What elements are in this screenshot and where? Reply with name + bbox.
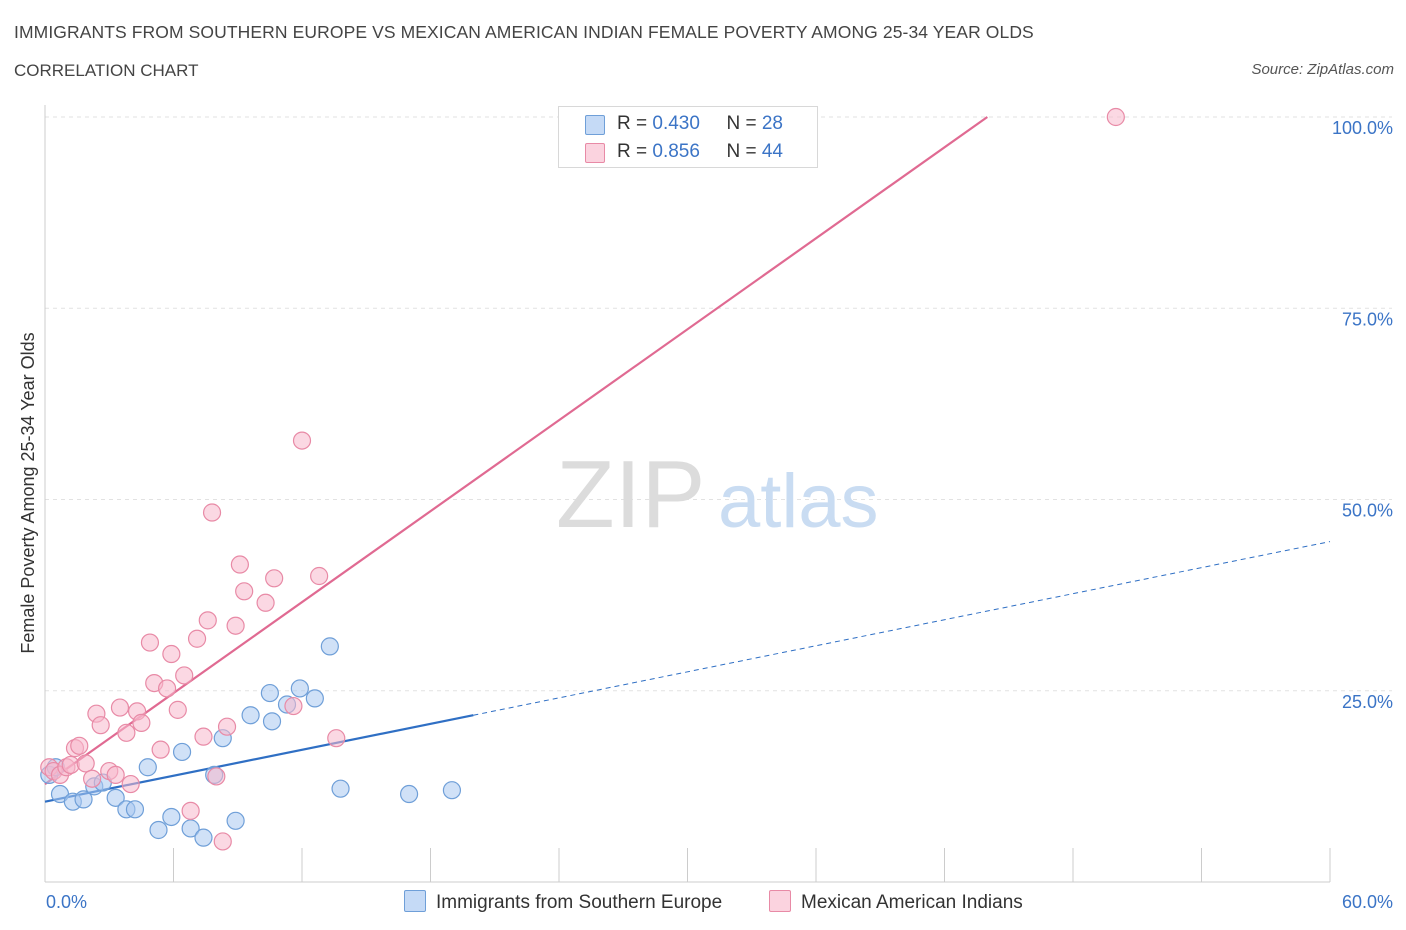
data-point-series-1 [1106,107,1125,127]
data-point-series-0 [320,637,339,656]
data-point-series-1 [235,582,254,601]
y-tick-label: 25.0% [1342,692,1393,712]
data-point-series-1 [226,616,245,635]
data-point-series-1 [140,633,160,652]
data-point-series-1 [91,716,110,735]
data-point-series-1 [175,666,194,685]
data-point-series-0 [442,781,462,800]
data-point-series-0 [241,706,260,725]
y-tick-label: 50.0% [1342,501,1393,521]
data-point-series-1 [76,754,95,773]
series-legend-mexican-american-indians: Mexican American Indians [769,890,1023,914]
legend-n-label: N = [726,141,762,162]
data-point-series-1 [256,593,275,612]
axes [44,105,1331,883]
series-swatch-pink [769,890,791,912]
series-legend-label: Mexican American Indians [801,892,1023,913]
watermark: ZIP atlas [556,441,879,548]
legend-swatch-blue [585,115,605,135]
chart-subtitle: CORRELATION CHART [14,61,199,80]
data-point-series-1 [168,700,187,719]
data-point-series-1 [110,698,130,717]
data-point-series-1 [310,566,329,586]
data-point-series-0 [106,788,125,807]
legend-r-value: 0.430 [652,113,700,134]
data-point-series-1 [213,832,232,851]
tick-labels: 25.0% 50.0% 75.0% 100.0% 0.0% 60.0% [46,118,1393,912]
x-tick-label-max: 60.0% [1342,892,1393,912]
data-point-series-0 [125,800,145,819]
data-point-series-1 [181,801,200,820]
stats-legend: R = 0.430 N = 28 R = 0.856 N = 44 [558,106,818,168]
data-point-series-0 [74,790,93,809]
data-point-series-1 [157,679,177,698]
chart-title: IMMIGRANTS FROM SOUTHERN EUROPE VS MEXIC… [14,22,1034,42]
data-point-series-1 [284,696,303,716]
data-point-series-0 [162,807,181,827]
y-tick-label: 75.0% [1342,309,1393,329]
x-tick-label-min: 0.0% [46,892,87,912]
data-point-series-1 [327,729,346,748]
data-point-series-1 [230,555,249,574]
data-point-series-1 [117,723,136,742]
watermark-atlas: atlas [718,459,879,544]
data-point-series-0 [194,828,213,847]
data-point-series-0 [290,679,309,698]
series-swatch-blue [404,890,426,912]
data-point-series-0 [172,742,192,762]
data-point-series-0 [399,784,419,804]
data-point-series-0 [305,689,324,708]
data-point-series-1 [106,765,125,785]
data-point-series-1 [187,629,207,648]
data-point-series-0 [331,779,350,798]
legend-r-label: R = [617,141,653,162]
data-point-series-0 [138,758,157,777]
data-point-series-0 [262,712,282,731]
data-point-series-0 [260,683,279,703]
data-point-series-1 [61,755,80,775]
trend-line-0 [44,714,474,803]
data-point-series-1 [217,717,237,736]
grid-lines [45,116,1392,692]
data-point-series-0 [226,811,245,830]
y-tick-label: 100.0% [1332,118,1393,138]
data-point-series-1 [83,769,102,788]
data-point-series-1 [121,774,140,794]
y-axis-label: Female Poverty Among 25-34 Year Olds [18,332,38,653]
data-point-series-1 [292,431,312,450]
data-point-series-1 [198,611,217,630]
legend-r-value: 0.856 [652,141,700,162]
data-point-series-1 [265,569,284,588]
legend-n-value: 28 [761,113,783,134]
data-point-series-1 [151,740,170,759]
series-legend-southern-europe: Immigrants from Southern Europe [404,890,722,914]
legend-r-label: R = [617,113,653,134]
data-point-series-1 [132,713,151,732]
source-label: Source: ZipAtlas.com [1251,61,1394,78]
data-point-series-1 [70,736,89,755]
trend-line-extension-0 [473,541,1331,716]
trend-lines [44,116,1331,803]
legend-swatch-pink [585,143,605,163]
data-point-series-1 [202,503,222,522]
data-point-series-1 [194,727,213,746]
trend-line-1 [44,116,988,785]
data-points [40,107,1125,851]
legend-n-value: 44 [761,141,783,162]
legend-n-label: N = [726,113,762,134]
data-point-series-1 [207,767,226,786]
data-point-series-0 [149,820,168,840]
data-point-series-1 [162,644,181,664]
series-legend-label: Immigrants from Southern Europe [436,892,723,913]
watermark-zip: ZIP [556,441,705,548]
